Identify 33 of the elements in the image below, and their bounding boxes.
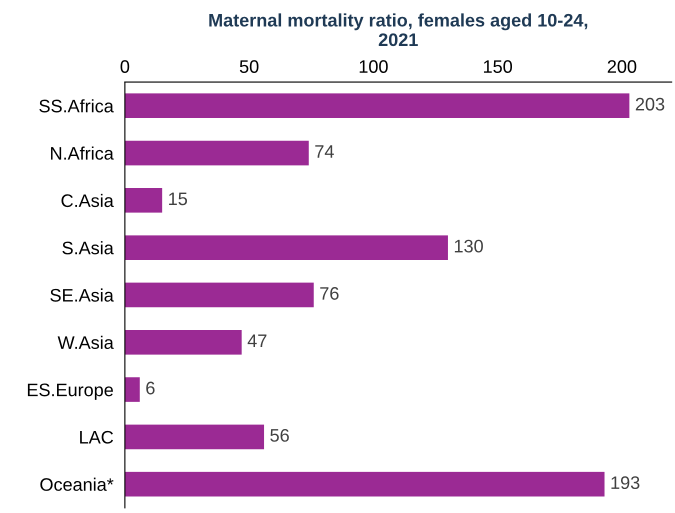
y-tick-label: SS.Africa — [39, 99, 114, 112]
bar — [124, 188, 162, 213]
y-tick-label: W.Asia — [58, 336, 114, 350]
x-tick-label: 150 — [484, 60, 512, 73]
y-tick-label: ES.Europe — [28, 384, 113, 400]
y-tick-label: SE.Asia — [50, 288, 114, 302]
data-label: 15 — [169, 192, 188, 206]
data-label: 203 — [636, 98, 664, 111]
bar — [124, 330, 242, 355]
chart-title: Maternal mortality ratio, females aged 10-24, 2021 — [209, 13, 588, 46]
x-tick-label: 100 — [360, 60, 388, 73]
x-tick-label: 0 — [120, 60, 130, 73]
data-label: 6 — [146, 382, 155, 394]
data-label: 56 — [270, 428, 289, 442]
bar — [124, 424, 264, 450]
bar — [124, 140, 309, 166]
data-label: 193 — [611, 476, 640, 490]
y-tick-label: S.Asia — [62, 241, 114, 254]
data-label: 130 — [454, 240, 483, 253]
y-tick-label: N.Africa — [51, 146, 114, 160]
x-tick-label: 200 — [608, 60, 636, 73]
bar — [124, 235, 448, 260]
y-tick-label: LAC — [80, 430, 114, 444]
data-label: 47 — [248, 334, 266, 347]
bar — [124, 93, 630, 118]
y-tick-label: C.Asia — [62, 194, 114, 208]
data-label: 74 — [315, 145, 334, 158]
data-label: 76 — [320, 287, 339, 300]
y-tick-label: Oceania* — [40, 478, 114, 491]
bar — [124, 282, 314, 308]
bar — [124, 472, 605, 497]
x-tick-label: 50 — [240, 60, 258, 73]
bar — [124, 377, 140, 402]
